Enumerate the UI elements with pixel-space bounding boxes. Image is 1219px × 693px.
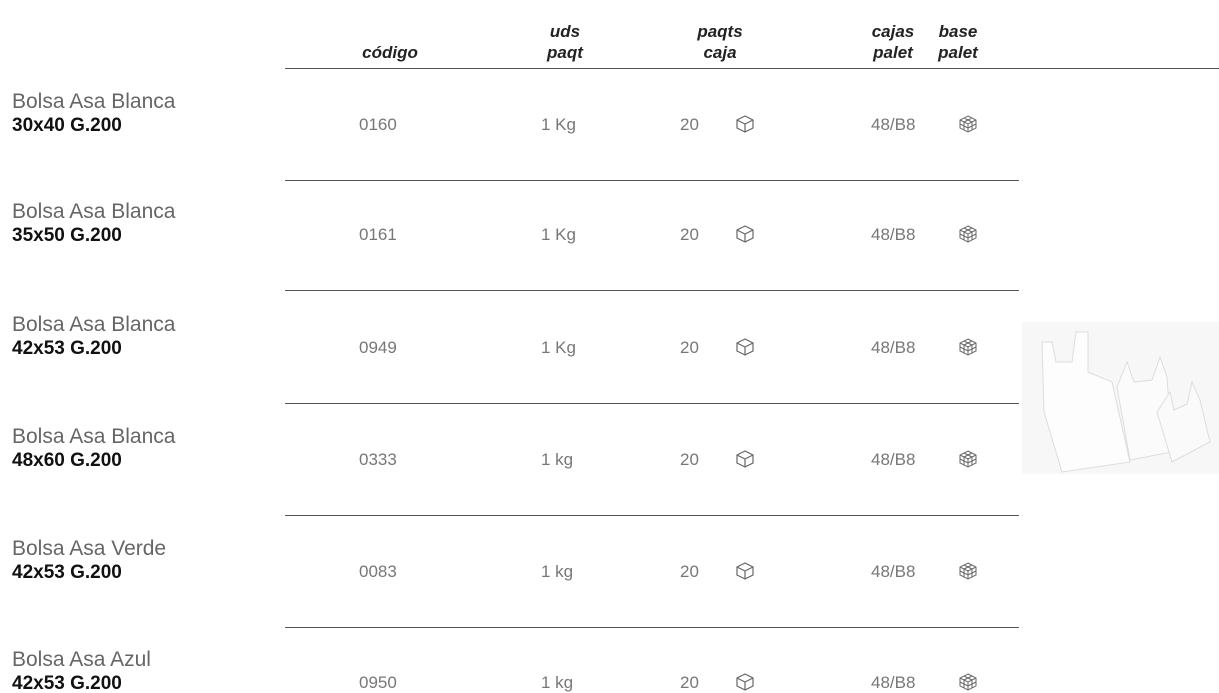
box-icon [735,114,755,139]
units-per-pack: 1 Kg [541,225,576,244]
box-icon [735,561,755,586]
boxes-per-pallet: 48/B8 [871,673,916,692]
packs-per-box: 20 [680,338,699,357]
boxes-per-pallet: 48/B8 [871,225,916,244]
box-icon [735,337,755,362]
pallet-icon [958,337,978,362]
box-icon [735,449,755,474]
packs-per-box: 20 [680,450,699,469]
pallet-icon [958,672,978,693]
product-code: 0950 [359,673,397,692]
product-size: 48x60 G.200 [12,450,122,471]
header-rule [285,68,1219,69]
product-name: Bolsa Asa Blanca [12,425,176,448]
pallet-icon [958,561,978,586]
packs-per-box: 20 [680,562,699,581]
packs-per-box: 20 [680,225,699,244]
row-separator [285,180,1019,181]
boxes-per-pallet: 48/B8 [871,338,916,357]
pallet-icon [958,449,978,474]
product-name: Bolsa Asa Azul [12,648,151,671]
units-per-pack: 1 kg [541,450,574,469]
product-size: 42x53 G.200 [12,338,122,359]
column-header: palet [873,43,913,62]
column-header: código [362,43,418,62]
boxes-per-pallet: 48/B8 [871,562,916,581]
column-header: paqt [547,43,583,62]
row-separator [285,627,1019,628]
product-size: 35x50 G.200 [12,225,122,246]
units-per-pack: 1 kg [541,673,574,692]
row-separator [285,403,1019,404]
product-image [1022,322,1219,474]
product-code: 0949 [359,338,397,357]
box-icon [735,224,755,249]
column-header: caja [703,43,737,62]
product-code: 0333 [359,450,397,469]
product-name: Bolsa Asa Blanca [12,313,176,336]
row-separator [285,515,1019,516]
packs-per-box: 20 [680,115,699,134]
column-header: uds [549,22,581,41]
packs-per-box: 20 [680,673,699,692]
column-header: base [938,22,978,41]
product-name: Bolsa Asa Blanca [12,200,176,223]
column-header: cajas [871,22,915,41]
column-header: paqts [697,22,743,41]
product-size: 42x53 G.200 [12,562,122,583]
boxes-per-pallet: 48/B8 [871,115,916,134]
pallet-icon [958,224,978,249]
product-name: Bolsa Asa Verde [12,537,167,560]
units-per-pack: 1 kg [541,562,574,581]
product-code: 0083 [359,562,397,581]
units-per-pack: 1 Kg [541,115,576,134]
units-per-pack: 1 Kg [541,338,576,357]
pallet-icon [958,114,978,139]
product-name: Bolsa Asa Blanca [12,90,176,113]
product-size: 30x40 G.200 [12,115,122,136]
boxes-per-pallet: 48/B8 [871,450,916,469]
product-code: 0161 [359,225,397,244]
product-size: 42x53 G.200 [12,673,122,693]
product-code: 0160 [359,115,397,134]
row-separator [285,290,1019,291]
column-header: palet [938,43,978,62]
box-icon [735,672,755,693]
